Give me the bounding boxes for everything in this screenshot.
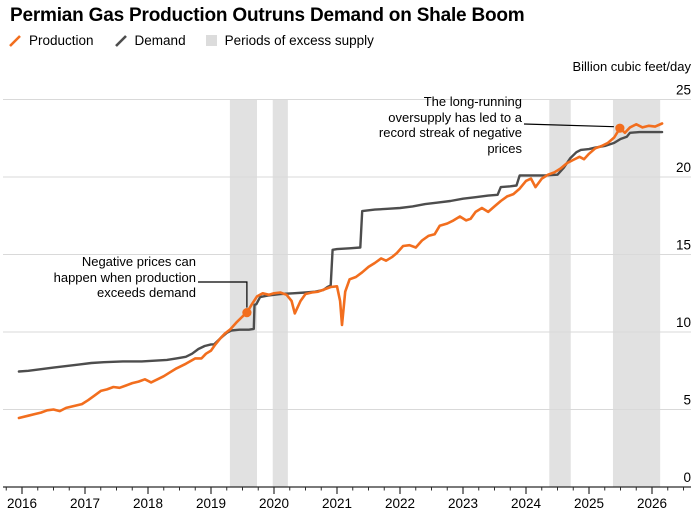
x-tick-label: 2023: [448, 496, 478, 511]
y-axis-unit-label: Billion cubic feet/day: [572, 59, 691, 74]
production-line: [17, 122, 664, 420]
callout-line: [523, 123, 614, 128]
production-line-icon: [9, 34, 21, 47]
excess-supply-band: [229, 99, 257, 487]
legend-label: Demand: [134, 33, 186, 48]
x-tick-label: 2024: [511, 496, 542, 511]
x-tick-label: 2017: [70, 496, 100, 511]
demand-line: [17, 130, 664, 373]
excess-supply-band: [549, 99, 571, 487]
x-tick-label: 2018: [133, 496, 163, 511]
x-tick-label: 2019: [196, 496, 226, 511]
event-marker: [615, 123, 625, 133]
y-tick-label: 25: [676, 83, 691, 98]
legend: Production Demand Periods of excess supp…: [8, 33, 394, 48]
legend-item-excess-supply: Periods of excess supply: [205, 33, 374, 48]
y-tick-label: 20: [676, 160, 691, 175]
excess-supply-swatch-icon: [205, 35, 217, 46]
legend-label: Production: [29, 33, 94, 48]
y-tick-label: 0: [683, 470, 691, 485]
x-tick-label: 2021: [322, 496, 352, 511]
x-tick-label: 2025: [574, 496, 604, 511]
annotation-negative-prices: Negative prices can happen when producti…: [53, 254, 196, 300]
chart-title: Permian Gas Production Outruns Demand on…: [10, 5, 525, 26]
y-tick-label: 10: [676, 315, 691, 330]
legend-item-demand: Demand: [114, 33, 186, 48]
legend-item-production: Production: [8, 33, 94, 48]
x-tick-label: 2022: [385, 496, 415, 511]
demand-line-icon: [114, 34, 127, 47]
x-tick-label: 2026: [637, 496, 667, 511]
y-tick-label: 15: [676, 238, 691, 253]
legend-label: Periods of excess supply: [224, 33, 374, 48]
callout-line: [198, 281, 248, 308]
x-tick-label: 2020: [259, 496, 289, 511]
excess-supply-band: [612, 99, 661, 487]
y-tick-label: 5: [683, 393, 691, 408]
x-tick-label: 2016: [7, 496, 37, 511]
event-marker: [242, 308, 252, 318]
annotation-oversupply: The long-running oversupply has led to a…: [378, 94, 522, 156]
